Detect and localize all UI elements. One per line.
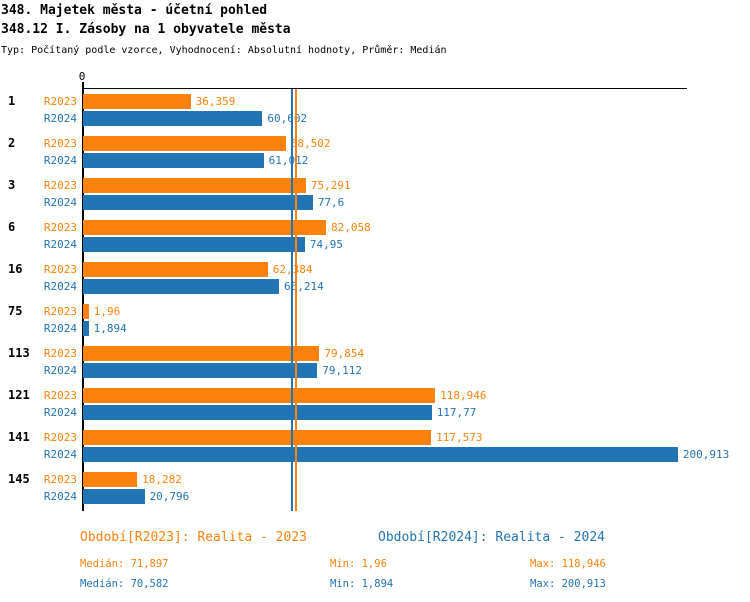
x-axis-line: [83, 88, 687, 89]
bar-r2024: [83, 446, 678, 462]
value-label-r2024: 79,112: [322, 363, 362, 377]
value-label-r2023: 18,282: [142, 472, 182, 486]
value-label-r2023: 68,502: [290, 136, 331, 150]
series-label-r2023: R2023: [43, 136, 77, 150]
min-stat-r2023: Min: 1,96: [330, 558, 387, 570]
category-label: 145: [8, 471, 30, 486]
bar-r2024: [83, 404, 432, 420]
series-label-r2024: R2024: [43, 405, 77, 419]
report-subtitle: Typ: Počítaný podle vzorce, Vyhodnocení:…: [1, 45, 447, 56]
bar-r2023: [83, 345, 320, 361]
value-label-r2024: 1,894: [93, 321, 127, 335]
bar-r2024: [83, 236, 305, 252]
bar-r2024: [83, 152, 264, 168]
category-label: 121: [8, 387, 30, 402]
median-line-r2024: [290, 89, 293, 511]
category-label: 113: [8, 345, 30, 360]
series-label-r2023: R2023: [43, 262, 77, 276]
series-label-r2023: R2023: [43, 178, 77, 192]
value-label-r2024: 20,796: [149, 489, 190, 503]
series-label-r2023: R2023: [43, 472, 77, 486]
value-label-r2023: 1,96: [93, 304, 121, 318]
max-stat-r2023: Max: 118,946: [530, 558, 606, 570]
series-label-r2024: R2024: [43, 111, 77, 125]
bar-r2023: [83, 471, 138, 487]
series-label-r2023: R2023: [43, 304, 77, 318]
median-line-r2023: [294, 89, 297, 511]
min-stat-r2024: Min: 1,894: [330, 578, 394, 590]
bar-r2023: [83, 429, 432, 445]
value-label-r2024: 74,95: [309, 237, 344, 251]
category-label: 2: [8, 135, 16, 150]
max-stat-r2024: Max: 200,913: [530, 578, 606, 590]
value-label-r2024: 77,6: [317, 195, 345, 209]
series-label-r2023: R2023: [43, 94, 77, 108]
series-label-r2023: R2023: [43, 346, 77, 360]
report-title-line2: 348.12 I. Zásoby na 1 obyvatele města: [1, 22, 291, 37]
x-axis-zero-label: 0: [78, 70, 86, 83]
bar-r2023: [83, 135, 286, 151]
median-stat-r2024: Medián: 70,582: [80, 578, 169, 590]
category-label: 1: [8, 93, 16, 108]
series-label-r2024: R2024: [43, 195, 77, 209]
value-label-r2023: 75,291: [310, 178, 351, 192]
bar-r2024: [83, 488, 145, 504]
category-label: 75: [8, 303, 23, 318]
report-title-line1: 348. Majetek města - účetní pohled: [1, 3, 268, 18]
series-label-r2024: R2024: [43, 363, 77, 377]
category-label: 6: [8, 219, 16, 234]
bar-r2024: [83, 194, 313, 210]
bar-r2024: [83, 278, 280, 294]
period-label-r2024: Období[R2024]: Realita - 2024: [378, 530, 605, 545]
value-label-r2024: 200,913: [682, 447, 730, 461]
bar-r2024: [83, 110, 263, 126]
series-label-r2023: R2023: [43, 388, 77, 402]
value-label-r2024: 66,214: [284, 279, 324, 293]
value-label-r2023: 117,573: [436, 430, 483, 444]
category-label: 3: [8, 177, 16, 192]
series-label-r2024: R2024: [43, 237, 77, 251]
value-label-r2023: 82,058: [330, 220, 371, 234]
series-label-r2023: R2023: [43, 430, 77, 444]
bar-r2023: [83, 93, 191, 109]
series-label-r2024: R2024: [43, 489, 77, 503]
value-label-r2023: 118,946: [440, 388, 487, 402]
bar-r2023: [83, 177, 306, 193]
value-label-r2024: 61,012: [268, 153, 309, 167]
value-label-r2024: 117,77: [436, 405, 477, 419]
y-axis-line: [82, 82, 84, 511]
series-label-r2024: R2024: [43, 447, 77, 461]
series-label-r2024: R2024: [43, 153, 77, 167]
category-label: 16: [8, 261, 23, 276]
bar-r2023: [83, 303, 89, 319]
category-label: 141: [8, 429, 30, 444]
value-label-r2023: 79,854: [324, 346, 365, 360]
period-label-r2023: Období[R2023]: Realita - 2023: [80, 530, 307, 545]
median-stat-r2023: Medián: 71,897: [80, 558, 169, 570]
value-label-r2024: 60,602: [267, 111, 308, 125]
bar-r2023: [83, 219, 326, 235]
bar-r2024: [83, 362, 318, 378]
bar-r2024: [83, 320, 89, 336]
series-label-r2024: R2024: [43, 279, 77, 293]
bar-r2023: [83, 261, 268, 277]
value-label-r2023: 36,359: [195, 94, 236, 108]
bar-r2023: [83, 387, 436, 403]
series-label-r2023: R2023: [43, 220, 77, 234]
series-label-r2024: R2024: [43, 321, 77, 335]
